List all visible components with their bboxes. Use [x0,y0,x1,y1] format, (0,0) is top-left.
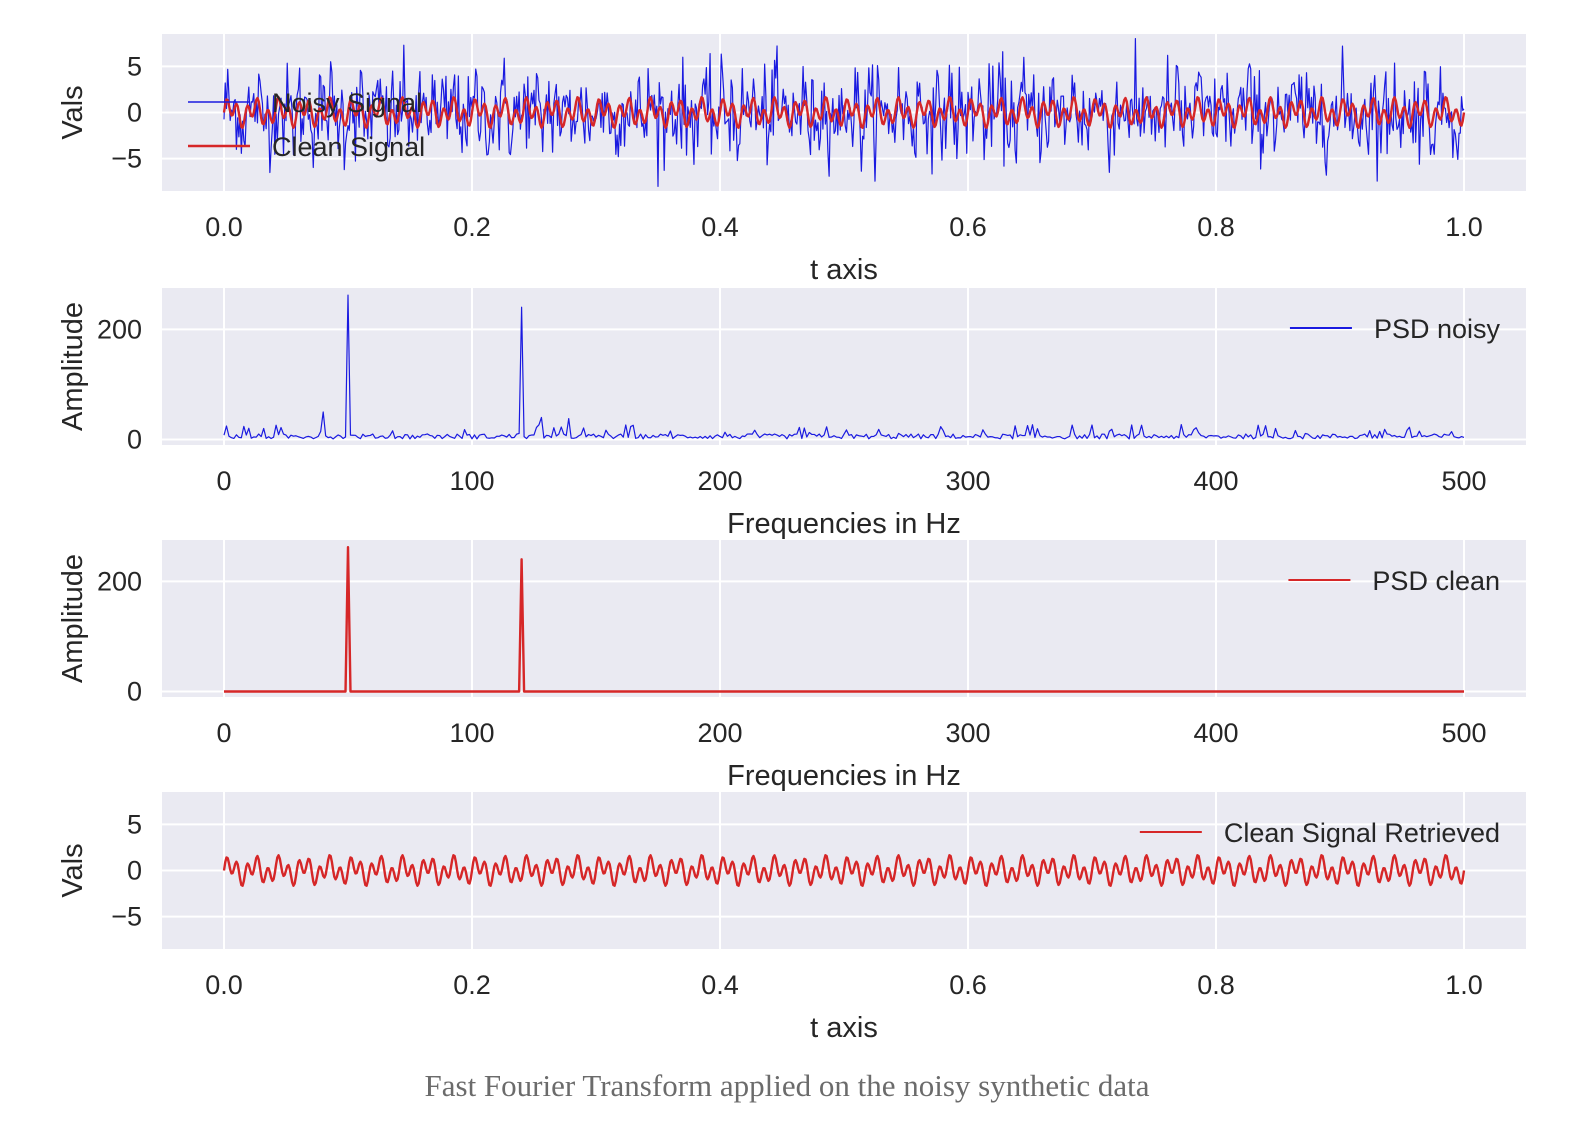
plot-area [162,540,1526,697]
y-tick-label: 5 [127,51,142,81]
x-tick-label: 100 [449,718,494,748]
y-tick-label: −5 [111,902,142,932]
x-tick-label: 300 [945,466,990,496]
y-tick-label: 200 [97,314,142,344]
y-tick-label: 200 [97,566,142,596]
subplot-1: 0.0 0.2 0.4 0.6 0.8 1.0 5 0 −5 t axis Vals Noisy Si… [57,34,1526,286]
x-tick-label: 200 [697,466,742,496]
x-tick-label: 500 [1441,466,1486,496]
legend-label-noisy-signal: Noisy Signal [272,88,422,118]
legend-label-psd-noisy: PSD noisy [1374,314,1501,344]
x-tick-label: 300 [945,718,990,748]
x-tick-label: 0.8 [1197,212,1235,242]
x-tick-label: 400 [1193,718,1238,748]
plot-area [162,288,1526,445]
legend-label-psd-clean: PSD clean [1372,566,1500,596]
x-tick-label: 0.0 [205,970,243,1000]
x-axis-label: t axis [810,1012,878,1044]
x-tick-label: 0 [216,718,231,748]
subplot-4: 0.0 0.2 0.4 0.6 0.8 1.0 5 0 −5 t axis Vals Clean Si… [57,792,1526,1044]
x-tick-label: 0.6 [949,212,987,242]
y-tick-label: 0 [127,424,142,454]
x-tick-label: 1.0 [1445,212,1483,242]
figure-caption: Fast Fourier Transform applied on the no… [424,1068,1150,1103]
legend: Noisy Signal Clean Signal [188,88,425,162]
legend: Clean Signal Retrieved [1139,818,1500,848]
x-tick-label: 200 [697,718,742,748]
x-tick-label: 0.2 [453,212,491,242]
x-tick-label: 0.4 [701,212,739,242]
subplot-3: 0 100 200 300 400 500 200 0 Frequencies in Hz Amp… [57,540,1526,792]
y-axis-label: Vals [57,843,89,897]
y-tick-label: 5 [127,809,142,839]
x-tick-label: 400 [1193,466,1238,496]
y-axis-label: Amplitude [57,554,89,683]
y-axis-label: Vals [57,85,89,139]
x-tick-label: 0.6 [949,970,987,1000]
x-axis-label: t axis [810,254,878,286]
x-tick-label: 100 [449,466,494,496]
series-line-clean-signal-retrieved [222,854,1466,887]
x-tick-label: 500 [1441,718,1486,748]
y-tick-label: 0 [127,856,142,886]
legend: PSD clean [1288,566,1500,596]
y-tick-label: 0 [127,676,142,706]
y-tick-label: −5 [111,144,142,174]
legend: PSD noisy [1289,314,1501,344]
y-axis-label: Amplitude [57,302,89,431]
series-line-psd-noisy [223,294,1465,440]
figure: 0.0 0.2 0.4 0.6 0.8 1.0 5 0 −5 t axis Vals Noisy Si… [57,34,1526,1044]
x-axis-label: Frequencies in Hz [727,760,961,792]
x-tick-label: 1.0 [1445,970,1483,1000]
legend-label-clean-signal-retrieved: Clean Signal Retrieved [1224,818,1500,848]
x-tick-label: 0 [216,466,231,496]
x-tick-label: 0.0 [205,212,243,242]
series-line-clean-signal [222,96,1466,129]
x-tick-label: 0.8 [1197,970,1235,1000]
x-tick-label: 0.2 [453,970,491,1000]
subplot-2: 0 100 200 300 400 500 200 0 Frequencies in Hz Amp… [57,288,1526,540]
legend-label-clean-signal: Clean Signal [272,132,425,162]
x-tick-label: 0.4 [701,970,739,1000]
y-tick-label: 0 [127,98,142,128]
x-axis-label: Frequencies in Hz [727,508,961,540]
series-line-psd-clean [224,545,1464,693]
